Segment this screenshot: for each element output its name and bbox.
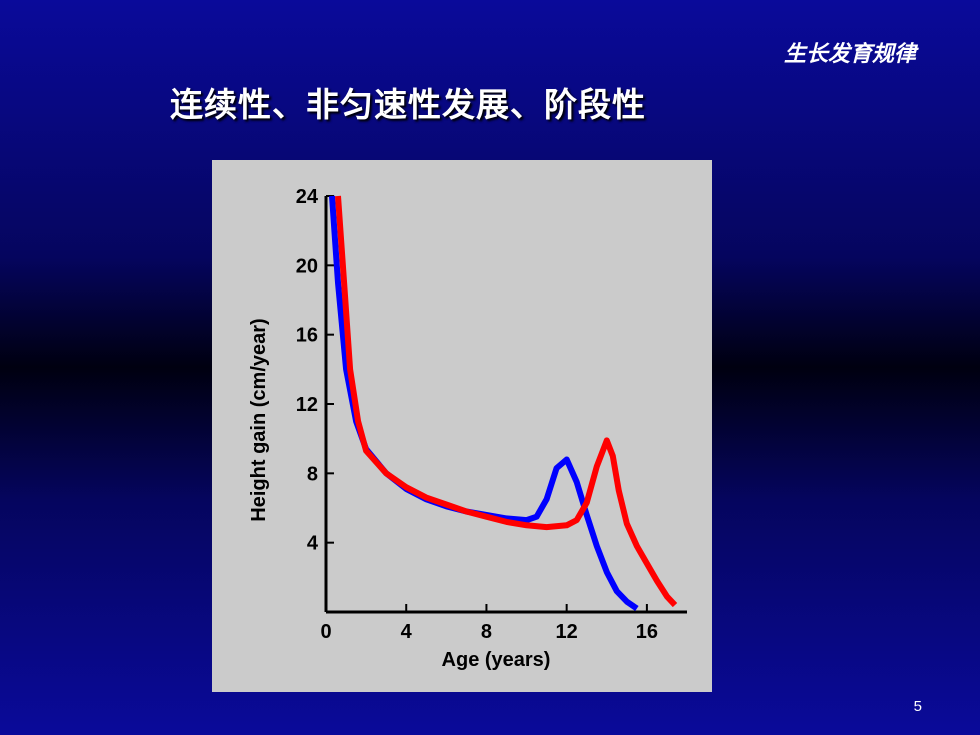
series-line-1 bbox=[329, 195, 639, 611]
y-tick-label: 4 bbox=[307, 533, 319, 555]
page-number: 5 bbox=[913, 698, 922, 715]
y-tick-label: 12 bbox=[296, 394, 318, 416]
x-tick-label: 4 bbox=[401, 621, 413, 643]
x-tick-label: 8 bbox=[481, 621, 492, 643]
x-tick-label: 16 bbox=[636, 621, 658, 643]
y-tick-label: 20 bbox=[296, 255, 318, 277]
header-tag: 生长发育规律 bbox=[783, 42, 916, 67]
y-axis-label: Height gain (cm/year) bbox=[248, 318, 270, 521]
slide-title: 连续性、非匀速性发展、阶段性 bbox=[170, 85, 646, 124]
x-axis-label: Age (years) bbox=[442, 649, 551, 671]
growth-velocity-chart: Age (years) Height gain (cm/year) 0 4 8 12 1… bbox=[248, 186, 687, 671]
x-tick-label: 12 bbox=[556, 621, 578, 643]
series-line-2 bbox=[335, 195, 678, 608]
y-tick-label: 16 bbox=[296, 325, 318, 347]
x-tick-label: 0 bbox=[320, 621, 331, 643]
y-tick-label: 24 bbox=[296, 186, 319, 208]
chart-panel: Age (years) Height gain (cm/year) 0 4 8 12 1… bbox=[212, 160, 712, 692]
y-tick-label: 8 bbox=[307, 463, 318, 485]
